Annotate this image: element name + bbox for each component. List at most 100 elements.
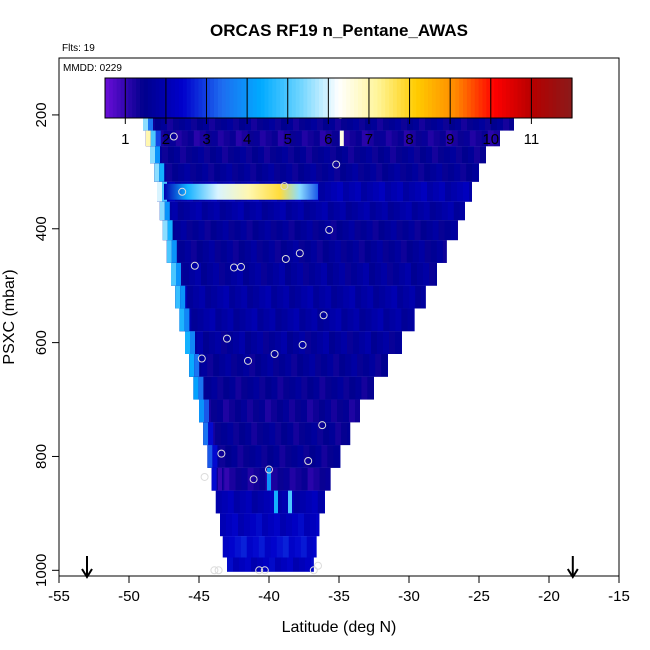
colorbar-segment [455, 78, 460, 118]
heatmap-cell [421, 285, 426, 309]
heatmap-cell [389, 308, 396, 332]
heatmap-cell [223, 285, 230, 309]
heatmap-cell [405, 201, 412, 221]
colorbar-segment [470, 78, 476, 118]
heatmap-cell [162, 146, 168, 164]
heatmap-cell [339, 354, 346, 377]
heatmap-cell [376, 163, 383, 182]
colorbar-segment [295, 78, 301, 118]
heatmap-cell [281, 557, 287, 572]
plume-cell [164, 183, 318, 200]
heatmap-cell [317, 331, 323, 354]
heatmap-cell [420, 146, 426, 164]
heatmap-cell [190, 240, 197, 263]
colorbar-segment [198, 78, 203, 118]
heatmap-cell [347, 331, 353, 354]
colorbar-tick-label: 2 [162, 131, 170, 148]
heatmap-band [166, 240, 447, 263]
heatmap-cell [269, 331, 275, 354]
heatmap-cell [382, 240, 389, 263]
heatmap-cell [174, 146, 180, 164]
colorbar-segment [264, 78, 270, 118]
heatmap-cell [162, 220, 168, 241]
heatmap-cell [303, 354, 310, 377]
heatmap-cell [388, 240, 395, 263]
colorbar-segment [560, 78, 565, 118]
heatmap-cell [461, 116, 467, 131]
heatmap-cell [211, 130, 218, 147]
colorbar-tick-label: 6 [324, 131, 332, 148]
heatmap-cell [286, 163, 293, 182]
colorbar-segment [420, 78, 425, 118]
heatmap-cell [195, 201, 202, 221]
heatmap-cell [354, 220, 361, 241]
heatmap-cell [305, 490, 312, 514]
heatmap-cell [264, 536, 271, 558]
heatmap-cell [352, 163, 359, 182]
heatmap-cell [288, 146, 294, 164]
heatmap-cell [270, 536, 277, 558]
heatmap-cell [310, 163, 317, 182]
heatmap-cell [415, 181, 421, 202]
sample-point [237, 262, 245, 271]
heatmap-cell [370, 163, 377, 182]
heatmap-cell [223, 399, 229, 423]
heatmap-cell [232, 163, 239, 182]
heatmap-cell [327, 354, 334, 377]
heatmap-cell [191, 308, 198, 332]
heatmap-cell [351, 262, 357, 286]
colorbar-segment [478, 78, 484, 118]
heatmap-cell [347, 308, 354, 332]
heatmap-cell [281, 331, 287, 354]
heatmap-cell [157, 181, 162, 202]
heatmap-cell [430, 163, 437, 182]
heatmap-cell [246, 220, 253, 241]
colorbar-segment [252, 78, 258, 118]
heatmap-cell [283, 376, 290, 400]
heatmap-cell [463, 181, 469, 202]
heatmap-cell [240, 536, 247, 558]
heatmap-cell [322, 240, 329, 263]
heatmap-cell [297, 201, 304, 221]
heatmap-cell [203, 308, 210, 332]
heatmap-cell [191, 116, 197, 131]
heatmap-cell [402, 146, 408, 164]
heatmap-cell [379, 285, 386, 309]
heatmap-cell [249, 201, 256, 221]
heatmap-cell [325, 130, 332, 147]
heatmap-cell [366, 146, 372, 164]
colorbar-segment [334, 78, 340, 118]
heatmap-cell [487, 130, 494, 147]
heatmap-cell [429, 201, 436, 221]
colorbar-segment [241, 78, 246, 118]
heatmap-cell [385, 285, 392, 309]
heatmap-cell [311, 331, 317, 354]
heatmap-cell [227, 116, 233, 131]
heatmap-cell [243, 201, 250, 221]
heatmap-cell [293, 490, 300, 514]
heatmap-cell [277, 376, 284, 400]
heatmap-cell [273, 262, 279, 286]
heatmap-cell [311, 422, 318, 446]
colorbar-segment [536, 78, 542, 118]
heatmap-cell [312, 220, 319, 241]
heatmap-cell [295, 399, 301, 423]
heatmap-cell [209, 308, 216, 332]
heatmap-cell [371, 331, 377, 354]
colorbar-segment [151, 78, 157, 118]
heatmap-band [215, 490, 325, 514]
heatmap-cell [289, 130, 296, 147]
heatmap-cell [331, 130, 338, 147]
heatmap-cell [199, 130, 206, 147]
heatmap-cell [229, 399, 235, 423]
heatmap-cell [414, 220, 421, 241]
x-tick-label: -40 [258, 588, 280, 605]
heatmap-cell [275, 557, 281, 572]
heatmap-cell [276, 536, 283, 558]
heatmap-cell [424, 240, 431, 263]
heatmap-cell [187, 130, 194, 147]
heatmap-cell [237, 201, 244, 221]
heatmap-cell [258, 220, 265, 241]
colorbar-segment [210, 78, 215, 118]
heatmap-cell [217, 130, 224, 147]
